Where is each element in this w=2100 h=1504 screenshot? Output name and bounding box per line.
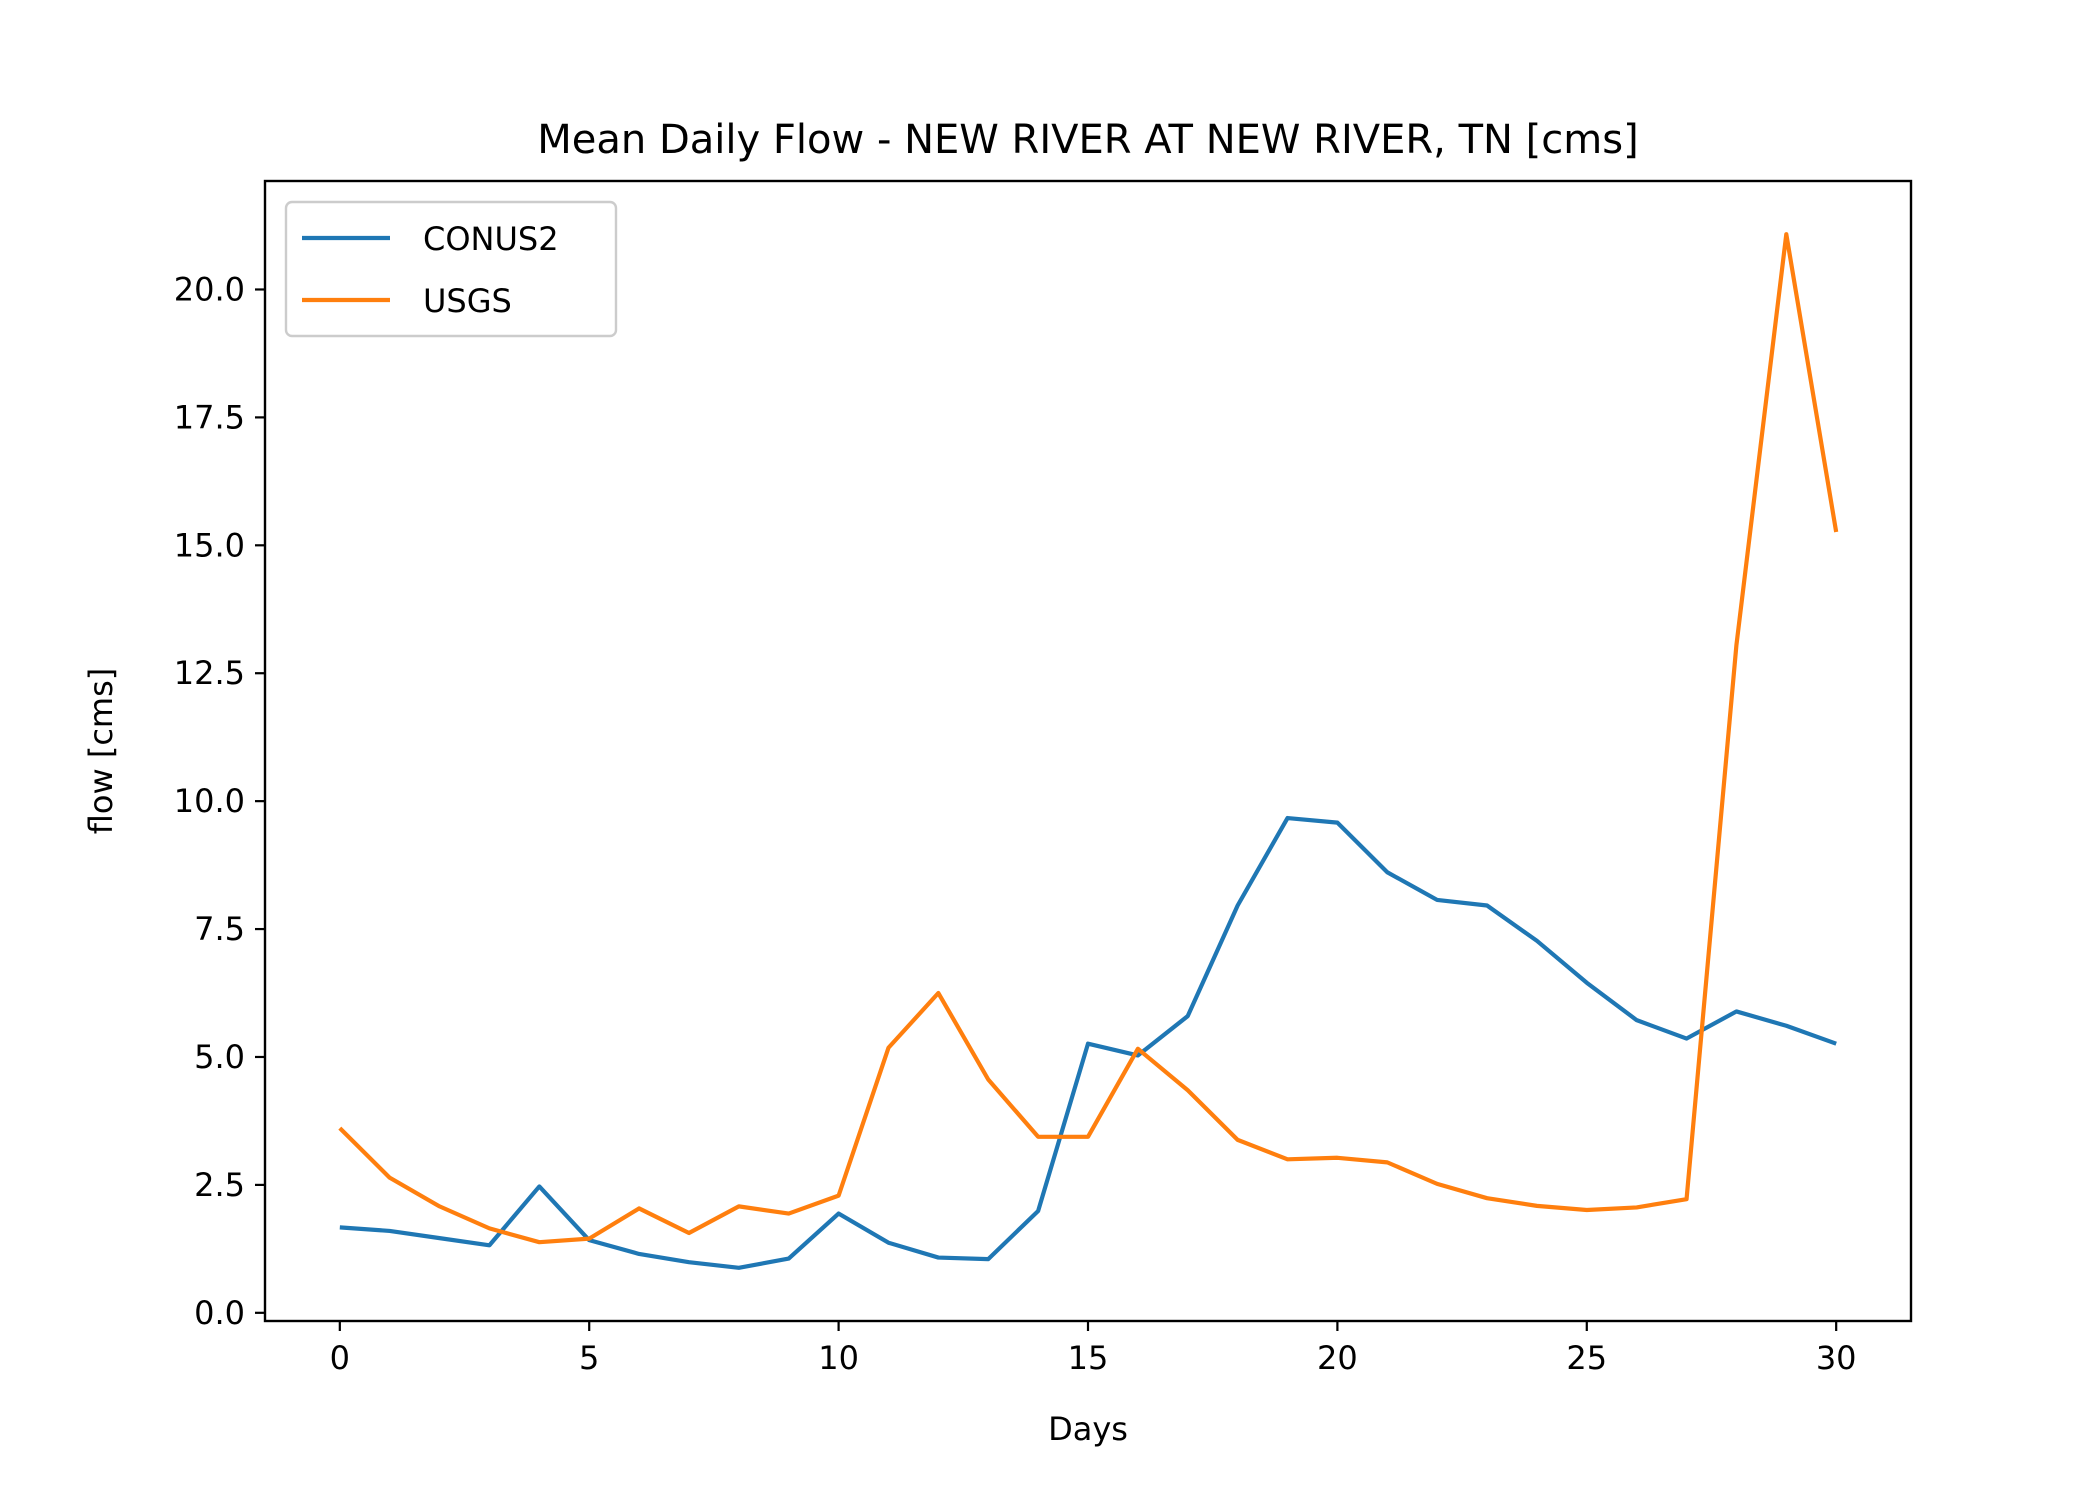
y-tick-label: 12.5 <box>174 654 245 692</box>
y-axis-ticks: 0.0 2.5 5.0 7.5 10.0 12.5 15.0 17.5 20.0 <box>174 270 265 1332</box>
x-tick-label: 30 <box>1816 1339 1857 1377</box>
y-axis-label: flow [cms] <box>82 668 120 834</box>
x-tick-label: 25 <box>1566 1339 1607 1377</box>
y-tick-label: 5.0 <box>194 1038 245 1076</box>
y-tick-label: 17.5 <box>174 398 245 436</box>
x-axis-ticks: 0 5 10 15 20 25 30 <box>330 1321 1857 1377</box>
x-axis-label: Days <box>1048 1410 1128 1448</box>
legend: CONUS2 USGS <box>284 200 618 338</box>
y-tick-label: 2.5 <box>194 1166 245 1204</box>
series-line-usgs <box>338 232 1839 1245</box>
y-tick-label: 0.0 <box>194 1294 245 1332</box>
legend-box <box>284 200 618 338</box>
y-tick-label: 10.0 <box>174 782 245 820</box>
y-tick-label: 20.0 <box>174 270 245 308</box>
legend-label-usgs: USGS <box>423 282 512 320</box>
x-tick-label: 15 <box>1068 1339 1109 1377</box>
y-tick-label: 7.5 <box>194 910 245 948</box>
x-tick-label: 0 <box>330 1339 350 1377</box>
y-tick-label: 15.0 <box>174 526 245 564</box>
x-tick-label: 5 <box>579 1339 599 1377</box>
x-tick-label: 10 <box>818 1339 859 1377</box>
chart-title: Mean Daily Flow - NEW RIVER AT NEW RIVER… <box>537 117 1638 163</box>
legend-label-conus2: CONUS2 <box>423 220 559 258</box>
series-layer <box>338 232 1839 1270</box>
x-tick-label: 20 <box>1317 1339 1358 1377</box>
